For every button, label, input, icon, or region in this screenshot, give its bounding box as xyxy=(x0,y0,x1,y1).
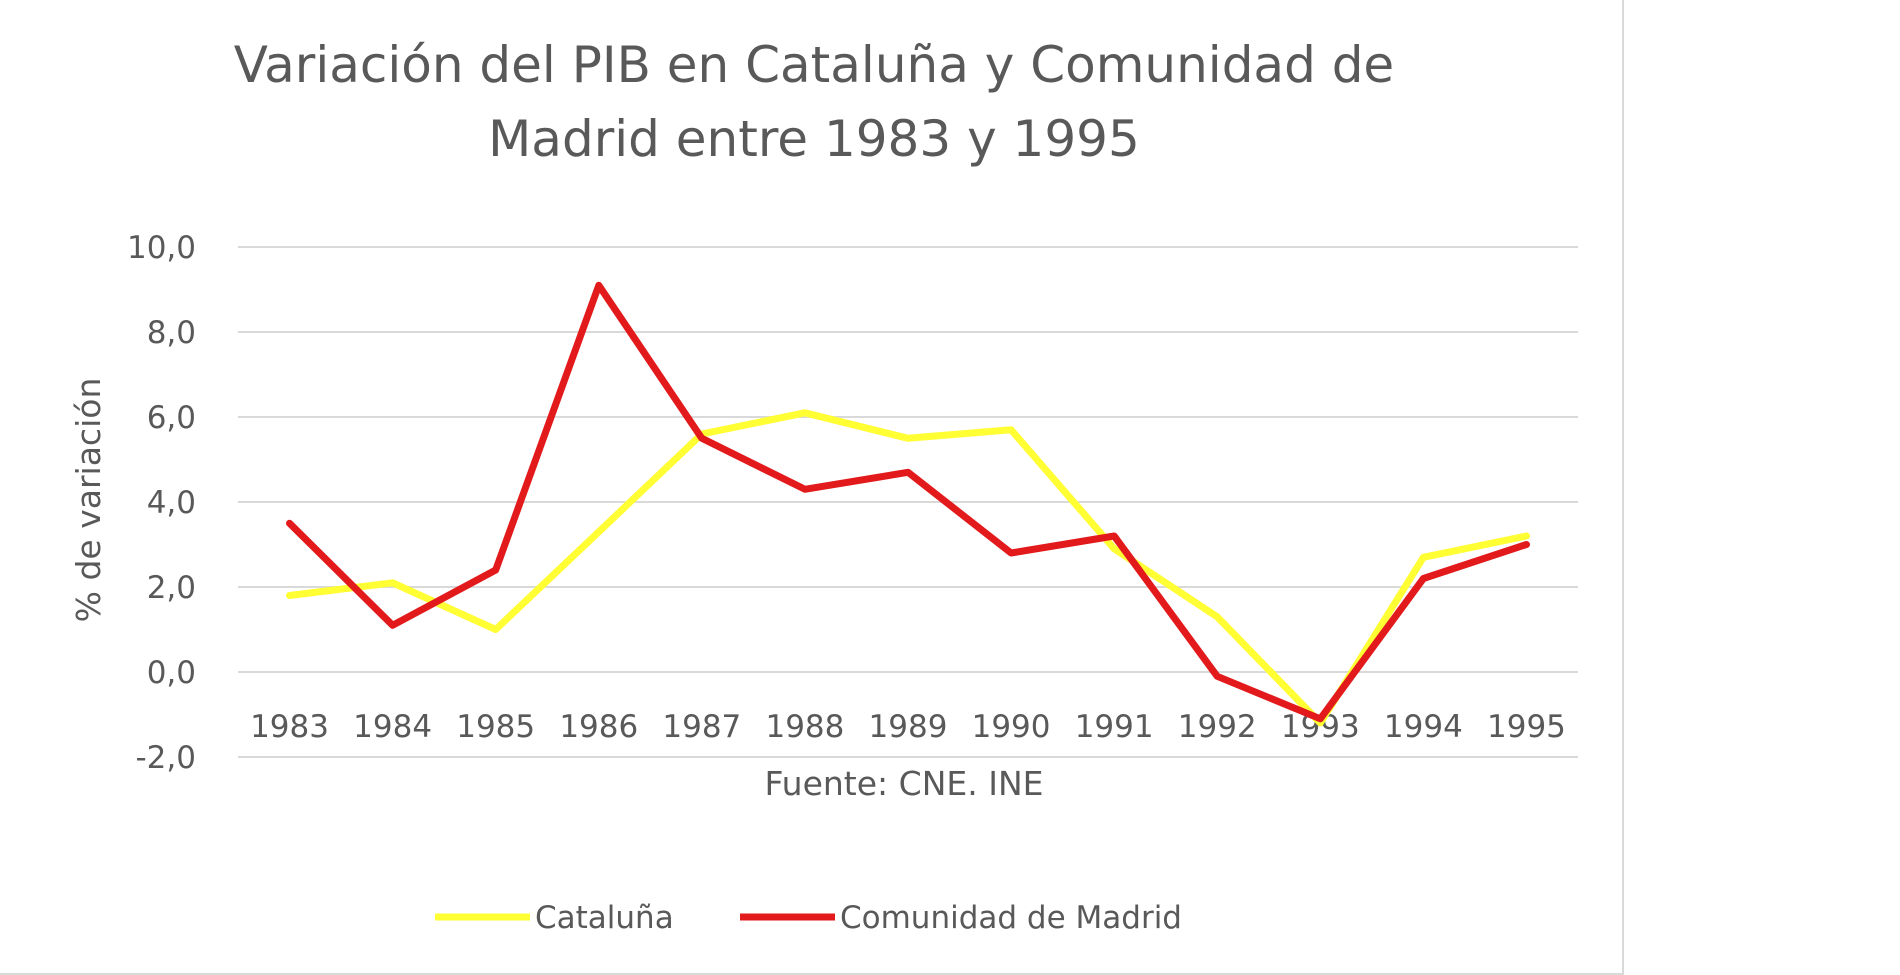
y-tick-label: 8,0 xyxy=(147,315,196,351)
x-tick-label: 1991 xyxy=(1075,709,1154,745)
legend: Cataluña Comunidad de Madrid xyxy=(435,900,1182,936)
x-tick-label: 1994 xyxy=(1384,709,1463,745)
x-tick-label: 1985 xyxy=(456,709,535,745)
chart-container: Variación del PIB en Cataluña y Comunida… xyxy=(0,0,1624,975)
chart-title-line-1: Variación del PIB en Cataluña y Comunida… xyxy=(234,36,1394,94)
y-axis-label: % de variación xyxy=(69,378,108,623)
series-line-cataluna xyxy=(286,409,1530,727)
series-line-madrid xyxy=(286,281,1530,723)
y-tick-label: 4,0 xyxy=(147,485,196,521)
series-lines xyxy=(286,281,1530,727)
y-tick-label: 2,0 xyxy=(147,570,196,606)
y-tick-label: -2,0 xyxy=(136,740,197,776)
x-tick-label: 1989 xyxy=(869,709,948,745)
x-axis-ticks: 1983 1984 1985 1986 1987 1988 1989 1990 1991 1992… xyxy=(250,709,1566,745)
y-tick-label: 6,0 xyxy=(147,400,196,436)
gridlines xyxy=(238,246,1578,758)
x-tick-label: 1987 xyxy=(662,709,741,745)
x-tick-label: 1995 xyxy=(1487,709,1566,745)
y-tick-label: 0,0 xyxy=(147,655,196,691)
x-tick-label: 1988 xyxy=(765,709,844,745)
x-tick-label: 1986 xyxy=(559,709,638,745)
y-axis-ticks: -2,0 0,0 2,0 4,0 6,0 8,0 10,0 xyxy=(127,230,196,776)
x-tick-label: 1992 xyxy=(1178,709,1257,745)
legend-label: Cataluña xyxy=(535,900,674,936)
x-axis-label: Fuente: CNE. INE xyxy=(765,764,1044,803)
x-tick-label: 1990 xyxy=(972,709,1051,745)
x-tick-label: 1984 xyxy=(353,709,432,745)
y-tick-label: 10,0 xyxy=(127,230,196,266)
line-chart: Variación del PIB en Cataluña y Comunida… xyxy=(69,36,1578,936)
x-tick-label: 1983 xyxy=(250,709,329,745)
chart-title-line-2: Madrid entre 1983 y 1995 xyxy=(488,110,1140,168)
legend-label: Comunidad de Madrid xyxy=(840,900,1182,936)
